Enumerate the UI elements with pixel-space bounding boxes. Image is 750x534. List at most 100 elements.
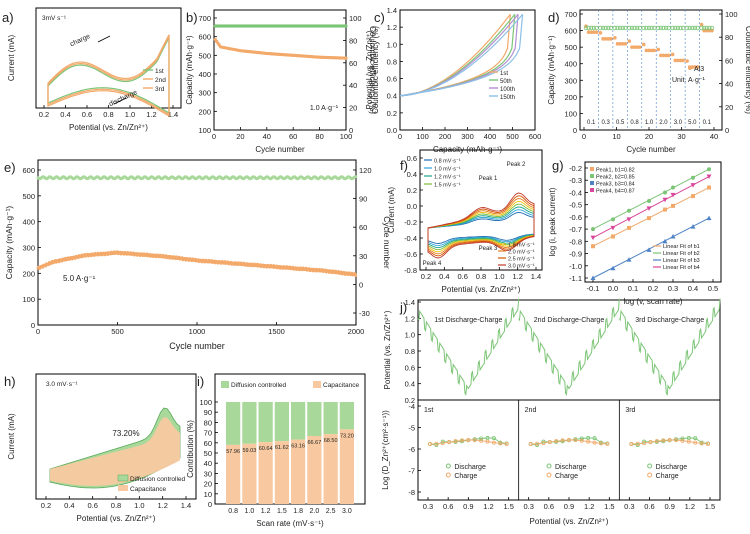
capacity-point xyxy=(603,37,608,41)
diffusion-bar xyxy=(226,402,241,445)
panel-label: g) xyxy=(552,158,564,173)
legend-swatch xyxy=(313,381,321,388)
panel-d-x-tick-label: 40 xyxy=(710,132,718,141)
panel-f-x-tick-label: 0.8 xyxy=(476,272,486,281)
panel-g-x-tick-label: 0.4 xyxy=(688,284,698,293)
panel-g-y-tick-label: -0.6 xyxy=(569,213,582,222)
ce-point xyxy=(600,25,606,31)
capacity-point xyxy=(589,30,594,35)
panel-b-x-tick-label: 0 xyxy=(212,132,216,141)
panel-e-xlabel: Cycle number xyxy=(169,341,225,351)
capacity-point xyxy=(656,47,661,52)
data-point xyxy=(691,194,695,199)
panel-g-ylabel: log (i, peak current) xyxy=(548,187,557,256)
panel-f-y-tick-label: 0.0 xyxy=(407,202,417,211)
panel-a-x-tick-label: 0.4 xyxy=(60,110,70,119)
discharge-point xyxy=(592,436,597,441)
capacity-point xyxy=(606,37,611,41)
capacity-point xyxy=(618,42,622,46)
panel-f-x-tick-label: 1.0 xyxy=(494,272,504,281)
panel-i-y-tick-label: 70 xyxy=(204,429,212,438)
cv-curve xyxy=(427,192,535,259)
panel-j-top-frame xyxy=(417,299,721,401)
panel-j-x-tick-label: 1.2 xyxy=(483,502,493,511)
ce-point xyxy=(652,25,657,31)
capacity-point xyxy=(592,30,596,35)
panel-j-x-tick-label: 1.5 xyxy=(604,502,614,511)
ce-point xyxy=(641,25,646,31)
data-point xyxy=(646,247,652,252)
panel-b-y-tick-label: 500 xyxy=(198,51,211,60)
panel-b-xlabel: Cycle number xyxy=(255,145,305,154)
legend-label: Capacitance xyxy=(130,486,167,493)
rate-label: 0.5 xyxy=(616,120,625,126)
ce-point xyxy=(594,25,599,31)
panel-g-x-tick-label: 0.3 xyxy=(668,284,678,293)
panel-h-x-tick-label: 0.8 xyxy=(111,501,121,510)
ce-point xyxy=(583,25,589,31)
bar-value-label: 66.67 xyxy=(307,440,321,446)
capacity-point xyxy=(664,53,668,58)
capacity-point xyxy=(678,58,683,63)
category-label: 0.8 xyxy=(228,508,238,515)
panel-label: c) xyxy=(374,10,385,25)
diffusion-bar xyxy=(274,402,289,442)
panel-a-x-tick-label: 1.0 xyxy=(125,110,135,119)
data-point xyxy=(670,192,676,198)
charge-point xyxy=(434,441,439,446)
panel-b-ylabel: Capacity (mAh·g⁻¹) xyxy=(185,35,194,104)
rate-label: 3.0 xyxy=(674,120,683,126)
subpanel-label: 1st xyxy=(424,407,433,414)
panel-d-y-tick-label: 600 xyxy=(564,27,577,36)
panel-b-y2-tick-label: 20 xyxy=(349,104,357,113)
panel-i-y-tick-label: 20 xyxy=(204,480,212,489)
data-point xyxy=(671,203,675,208)
panel-c-y-tick-label: 1.2 xyxy=(387,23,397,32)
charge-point xyxy=(699,441,704,446)
legend-label: Charge xyxy=(454,473,477,480)
legend-label: Peak1, b1=0.82 xyxy=(596,168,635,174)
panel-i-y-tick-label: 90 xyxy=(204,408,212,417)
charge-curve xyxy=(399,14,511,97)
panel-d-x-tick-label: 10 xyxy=(612,132,620,141)
legend-label: 2nd xyxy=(155,77,166,84)
legend-label: 2.5 mV·s⁻¹ xyxy=(508,257,535,263)
legend-label: 1st xyxy=(155,68,164,75)
legend-label: 1.5 mV·s⁻¹ xyxy=(434,183,461,189)
panel-j-x-tick-label: 1.5 xyxy=(705,502,715,511)
panel-c-ylabel: Potential (vs. Zn/Zn²⁺) xyxy=(365,30,374,109)
cv-curve xyxy=(47,34,170,118)
capacity-point xyxy=(609,37,613,41)
legend-marker xyxy=(445,472,451,478)
charge-point xyxy=(605,441,610,446)
capacity-point xyxy=(637,45,642,49)
panel-e-ylabel: Capacity (mAh·g⁻¹) xyxy=(4,206,14,280)
ce-point xyxy=(644,25,649,31)
panel-e-x-tick-label: 0 xyxy=(36,327,40,336)
charge-point xyxy=(560,438,565,443)
ce-point xyxy=(699,25,704,31)
category-label: 2.5 xyxy=(326,508,336,515)
bar-value-label: 61.62 xyxy=(275,445,289,451)
charge-point xyxy=(466,438,471,443)
peak-label: Peak 1 xyxy=(479,176,498,182)
panel-g-x-tick-label: 0.0 xyxy=(608,284,618,293)
panel-label: a) xyxy=(2,10,14,25)
legend-label: Diffusion controlled xyxy=(231,382,287,389)
ce-point xyxy=(606,25,611,31)
data-point xyxy=(611,217,615,222)
panel-j-top-y-tick-label: 0.2 xyxy=(405,396,415,405)
panel-e-x-tick-label: 2000 xyxy=(348,327,365,336)
category-label: 2.0 xyxy=(310,508,320,515)
charge-point xyxy=(686,439,691,444)
capacity-point xyxy=(652,48,657,53)
panel-i-y-tick-label: 50 xyxy=(204,449,212,458)
capacitance-bar xyxy=(339,429,354,504)
charge-point xyxy=(573,438,578,443)
ce-point xyxy=(680,25,686,31)
panel-d-y-tick-label: 700 xyxy=(564,10,577,19)
ce-point xyxy=(586,25,591,31)
charge-point xyxy=(648,440,653,445)
panel-a-x-tick-label: 1.2 xyxy=(146,110,156,119)
